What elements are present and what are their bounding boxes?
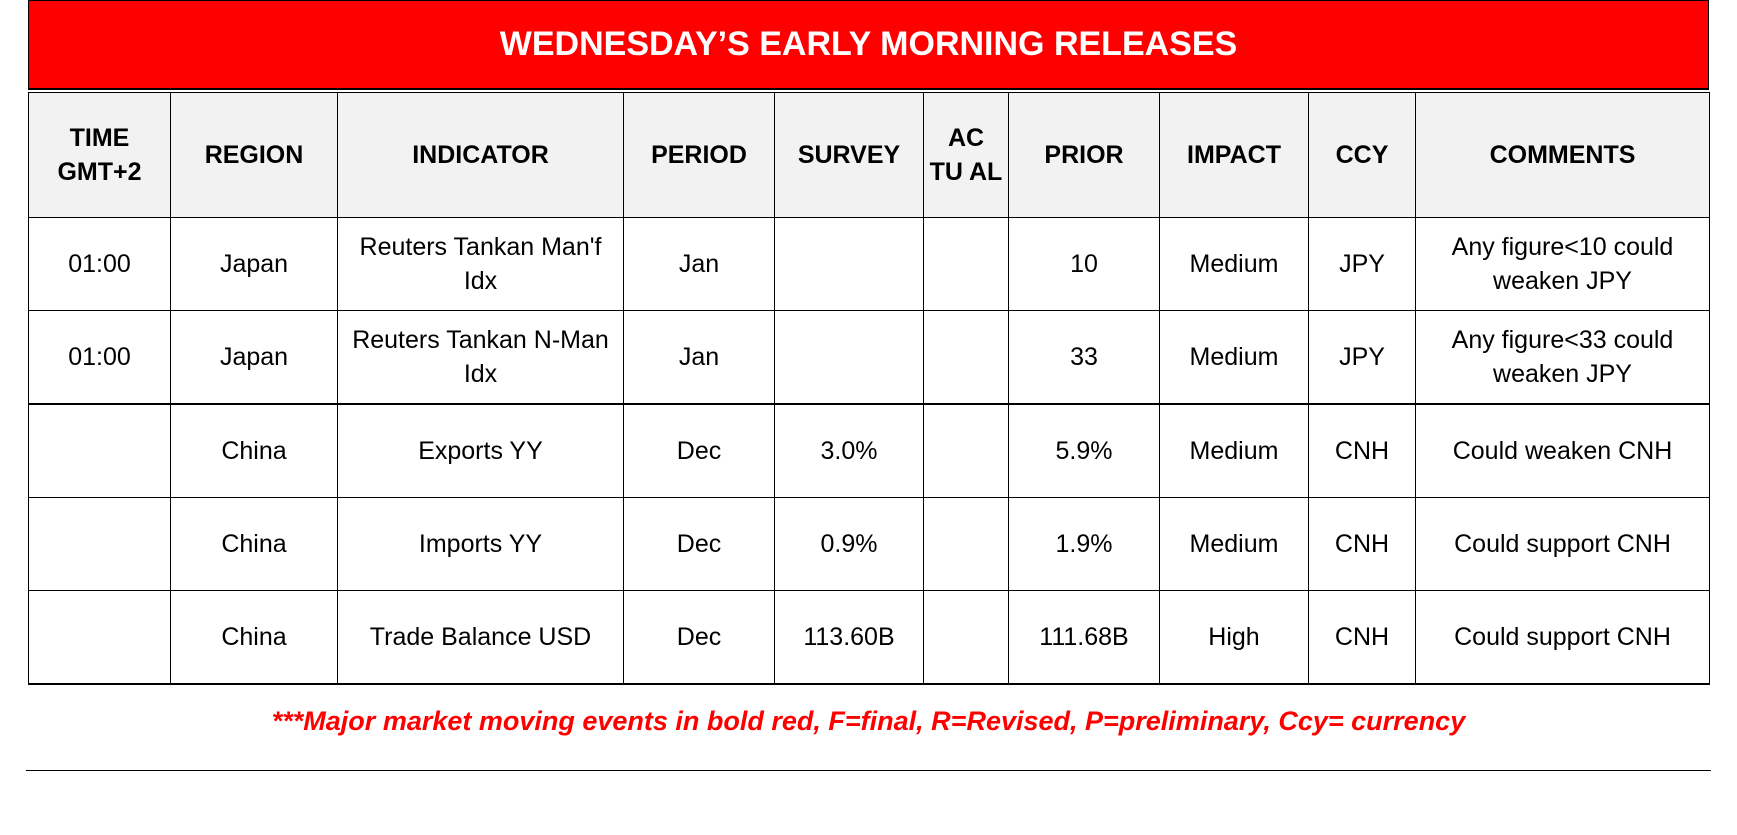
cell-impact: Medium [1159,217,1309,311]
cell-prior: 10 [1008,217,1160,311]
table-title: WEDNESDAY’S EARLY MORNING RELEASES [499,25,1238,63]
cell-time: 01:00 [28,310,171,405]
footnote: ***Major market moving events in bold re… [271,706,1466,736]
cell-time [28,590,171,685]
header-prior: PRIOR [1008,92,1160,218]
table-row: 01:00 Japan Reuters Tankan N-Man Idx Jan 33 M… [28,310,1710,405]
table-title-banner: WEDNESDAY’S EARLY MORNING RELEASES [28,0,1709,90]
header-impact: IMPACT [1159,92,1309,218]
cell-region: China [170,403,338,498]
cell-survey: 3.0% [774,403,924,498]
cell-prior: 1.9% [1008,497,1160,591]
divider [26,770,1711,771]
cell-region: China [170,590,338,685]
cell-indicator: Imports YY [337,497,624,591]
table-row: China Trade Balance USD Dec 113.60B 111.68B H… [28,590,1710,685]
cell-period: Jan [623,217,775,311]
cell-time [28,497,171,591]
cell-actual [923,310,1009,405]
cell-ccy: CNH [1308,497,1416,591]
releases-table: TIME GMT+2 REGION INDICATOR PERIOD SURVEY AC … [28,92,1710,685]
cell-period: Dec [623,590,775,685]
cell-period: Dec [623,403,775,498]
cell-comments: Could weaken CNH [1415,403,1710,498]
header-row: TIME GMT+2 REGION INDICATOR PERIOD SURVEY AC … [28,92,1710,218]
cell-impact: High [1159,590,1309,685]
cell-region: Japan [170,310,338,405]
cell-impact: Medium [1159,497,1309,591]
cell-actual [923,403,1009,498]
cell-survey [774,310,924,405]
cell-survey: 0.9% [774,497,924,591]
header-time: TIME GMT+2 [28,92,171,218]
cell-ccy: CNH [1308,590,1416,685]
cell-region: China [170,497,338,591]
table-row: 01:00 Japan Reuters Tankan Man'f Idx Jan 10 M… [28,217,1710,311]
cell-indicator: Reuters Tankan Man'f Idx [337,217,624,311]
cell-indicator: Trade Balance USD [337,590,624,685]
cell-indicator: Reuters Tankan N-Man Idx [337,310,624,405]
cell-ccy: CNH [1308,403,1416,498]
cell-actual [923,590,1009,685]
cell-period: Jan [623,310,775,405]
header-survey: SURVEY [774,92,924,218]
cell-impact: Medium [1159,310,1309,405]
cell-comments: Any figure<33 could weaken JPY [1415,310,1710,405]
cell-period: Dec [623,497,775,591]
table-row: China Exports YY Dec 3.0% 5.9% Medium CNH Could… [28,403,1710,498]
cell-ccy: JPY [1308,217,1416,311]
cell-survey: 113.60B [774,590,924,685]
cell-time [28,403,171,498]
cell-impact: Medium [1159,403,1309,498]
cell-prior: 5.9% [1008,403,1160,498]
cell-time: 01:00 [28,217,171,311]
cell-comments: Any figure<10 could weaken JPY [1415,217,1710,311]
cell-comments: Could support CNH [1415,497,1710,591]
cell-prior: 111.68B [1008,590,1160,685]
cell-region: Japan [170,217,338,311]
cell-prior: 33 [1008,310,1160,405]
header-ccy: CCY [1308,92,1416,218]
cell-comments: Could support CNH [1415,590,1710,685]
cell-indicator: Exports YY [337,403,624,498]
header-indicator: INDICATOR [337,92,624,218]
cell-actual [923,497,1009,591]
table-row: China Imports YY Dec 0.9% 1.9% Medium CNH Could… [28,497,1710,591]
header-comments: COMMENTS [1415,92,1710,218]
cell-actual [923,217,1009,311]
header-actual: AC TU AL [923,92,1009,218]
header-region: REGION [170,92,338,218]
header-period: PERIOD [623,92,775,218]
cell-ccy: JPY [1308,310,1416,405]
cell-survey [774,217,924,311]
